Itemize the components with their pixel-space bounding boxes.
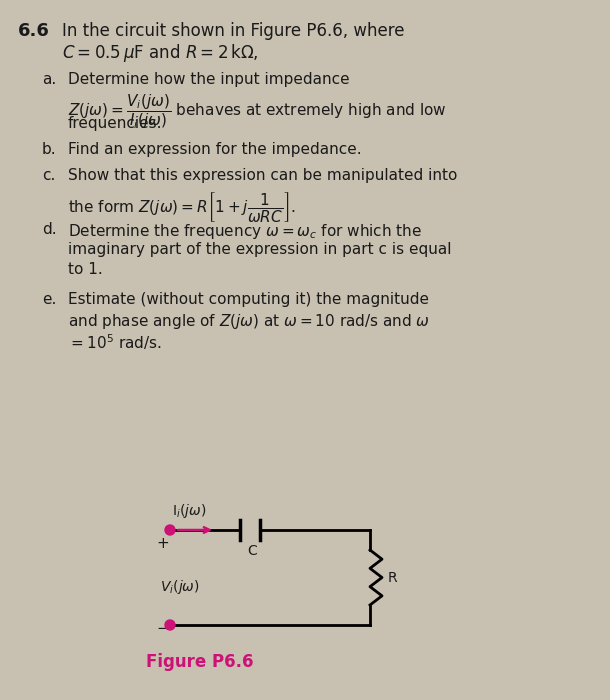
Circle shape [165,525,175,535]
Text: b.: b. [42,142,57,157]
Text: 6.6: 6.6 [18,22,50,40]
Text: d.: d. [42,222,57,237]
Text: Determine the frequency $\omega = \omega_c$ for which the: Determine the frequency $\omega = \omega… [68,222,422,241]
Text: $V_i(j\omega)$: $V_i(j\omega)$ [160,578,199,596]
Text: $= 10^5$ rad/s.: $= 10^5$ rad/s. [68,332,162,351]
Text: c.: c. [42,168,56,183]
Text: $\mathrm{I}_i(j\omega)$: $\mathrm{I}_i(j\omega)$ [172,502,206,520]
Text: frequencies.: frequencies. [68,116,162,131]
Text: Find an expression for the impedance.: Find an expression for the impedance. [68,142,362,157]
Text: C: C [247,544,257,558]
Text: Estimate (without computing it) the magnitude: Estimate (without computing it) the magn… [68,292,429,307]
Text: In the circuit shown in Figure P6.6, where: In the circuit shown in Figure P6.6, whe… [62,22,404,40]
Text: $Z(j\omega) = \dfrac{V_i(j\omega)}{I_i(j\omega)}$ behaves at extremely high and : $Z(j\omega) = \dfrac{V_i(j\omega)}{I_i(j… [68,92,447,131]
Text: Figure P6.6: Figure P6.6 [146,653,254,671]
Text: $C = 0.5\,\mu$F and $R = 2\,\mathrm{k}\Omega$,: $C = 0.5\,\mu$F and $R = 2\,\mathrm{k}\O… [62,42,259,64]
Text: +: + [156,536,169,551]
Text: imaginary part of the expression in part c is equal: imaginary part of the expression in part… [68,242,451,257]
Text: the form $Z(j\omega) = R\left[1 + j\dfrac{1}{\omega RC}\right]$.: the form $Z(j\omega) = R\left[1 + j\dfra… [68,190,295,224]
Text: R: R [388,570,398,584]
Text: a.: a. [42,72,56,87]
Text: to 1.: to 1. [68,262,102,277]
Text: Determine how the input impedance: Determine how the input impedance [68,72,350,87]
Text: and phase angle of $Z(j\omega)$ at $\omega = 10$ rad/s and $\omega$: and phase angle of $Z(j\omega)$ at $\ome… [68,312,430,331]
Text: $-$: $-$ [156,619,169,634]
Circle shape [165,620,175,630]
Text: Show that this expression can be manipulated into: Show that this expression can be manipul… [68,168,458,183]
Text: e.: e. [42,292,56,307]
